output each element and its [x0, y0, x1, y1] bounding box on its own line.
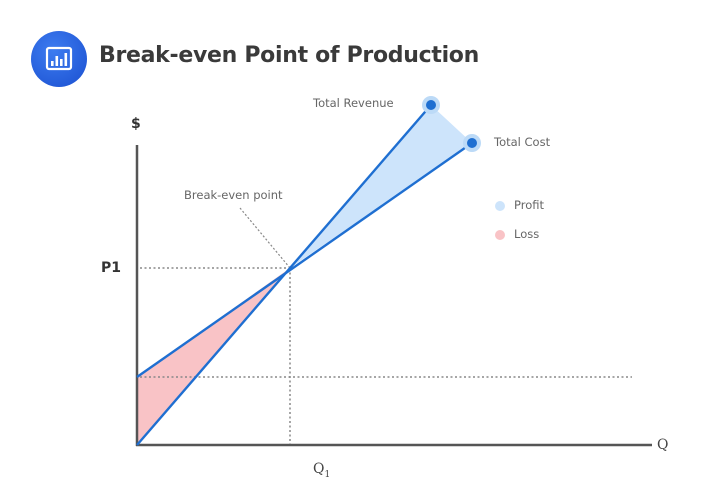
x-axis-label: Q: [657, 437, 669, 453]
chart-title: Break-even Point of Production: [99, 43, 479, 68]
legend-loss-label: Loss: [514, 227, 540, 241]
q1-label: Q1: [313, 461, 331, 480]
loss-legend-dot: [495, 230, 505, 240]
y-axis-label: $: [131, 116, 141, 132]
break-even-label: Break-even point: [184, 188, 283, 202]
total-cost-label: Total Cost: [494, 135, 551, 149]
total-revenue-label: Total Revenue: [313, 96, 394, 110]
bar-chart-icon: [31, 31, 87, 87]
total-cost-line: [136, 142, 473, 378]
profit-legend-dot: [495, 201, 505, 211]
p1-label: P1: [101, 260, 122, 276]
profit-region: [290, 105, 472, 268]
legend-profit-label: Profit: [514, 198, 544, 212]
